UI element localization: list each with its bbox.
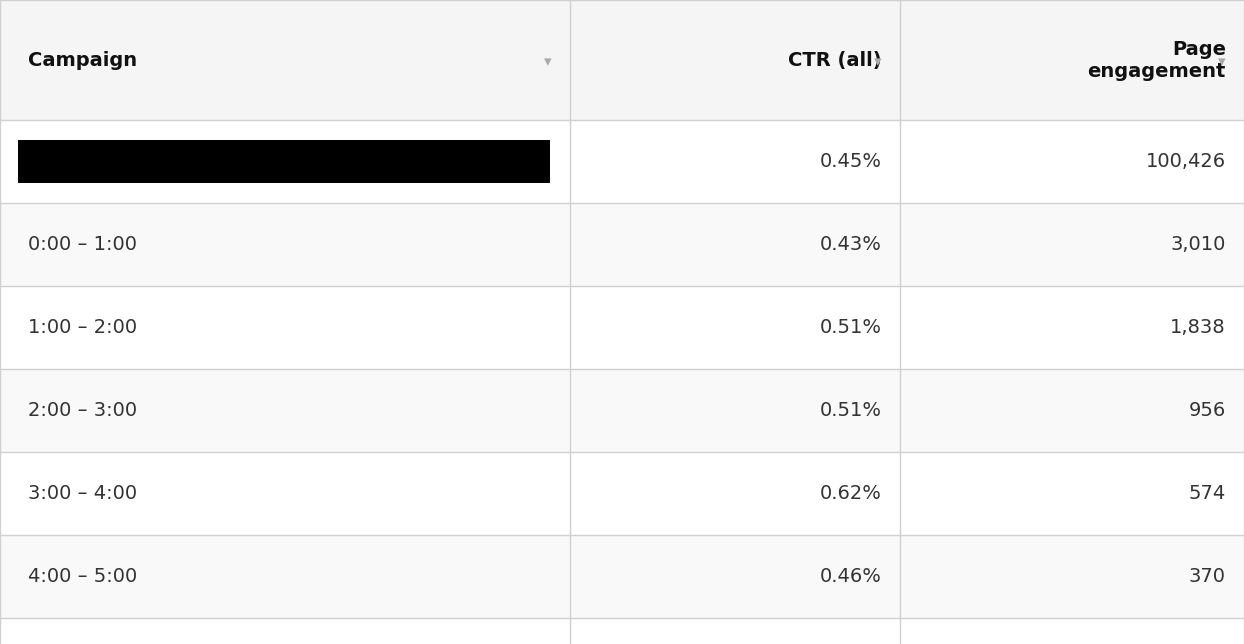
Text: ▾: ▾ <box>1218 55 1225 70</box>
Text: ▾: ▾ <box>875 55 882 70</box>
Text: 370: 370 <box>1189 567 1227 586</box>
Text: 1,838: 1,838 <box>1171 318 1227 337</box>
Text: 0.46%: 0.46% <box>820 567 882 586</box>
Text: 1:00 – 2:00: 1:00 – 2:00 <box>29 318 137 337</box>
Text: 0.62%: 0.62% <box>820 484 882 503</box>
Bar <box>0 120 1244 203</box>
Text: Campaign: Campaign <box>29 50 137 70</box>
Bar <box>0 0 1244 120</box>
Text: 574: 574 <box>1189 484 1227 503</box>
Bar <box>0 535 1244 618</box>
Text: 0.45%: 0.45% <box>820 152 882 171</box>
Bar <box>0 618 1244 644</box>
Text: 3,010: 3,010 <box>1171 235 1227 254</box>
Text: 3:00 – 4:00: 3:00 – 4:00 <box>29 484 137 503</box>
Text: 2:00 – 3:00: 2:00 – 3:00 <box>29 401 137 420</box>
Text: 4:00 – 5:00: 4:00 – 5:00 <box>29 567 137 586</box>
Text: 100,426: 100,426 <box>1146 152 1227 171</box>
Bar <box>17 140 550 183</box>
Text: ▾: ▾ <box>544 55 552 70</box>
Text: Page
engagement: Page engagement <box>1087 39 1227 80</box>
Bar <box>0 369 1244 452</box>
Text: 0.51%: 0.51% <box>820 318 882 337</box>
Text: 0.51%: 0.51% <box>820 401 882 420</box>
Bar <box>0 286 1244 369</box>
Bar <box>0 452 1244 535</box>
Text: 0.43%: 0.43% <box>820 235 882 254</box>
Text: 956: 956 <box>1189 401 1227 420</box>
Text: 0:00 – 1:00: 0:00 – 1:00 <box>29 235 137 254</box>
Bar <box>0 203 1244 286</box>
Text: CTR (all): CTR (all) <box>789 50 882 70</box>
